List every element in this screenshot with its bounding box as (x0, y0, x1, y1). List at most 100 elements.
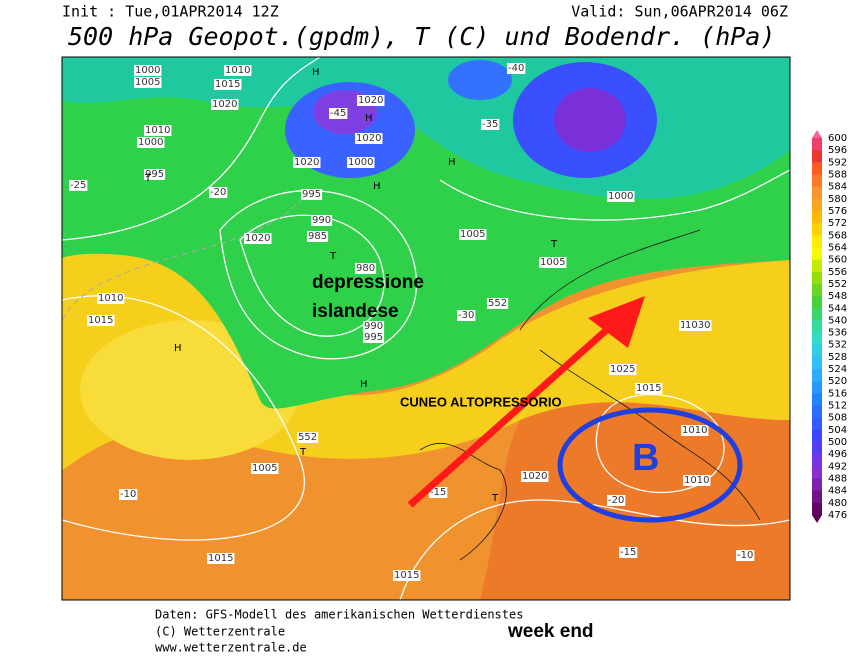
colorbar-label: 476 (828, 510, 847, 521)
colorbar-segment (812, 502, 822, 516)
label-bg (207, 553, 235, 564)
label-bg (521, 471, 549, 482)
annotation: islandese (312, 301, 399, 322)
colorbar-segment (812, 405, 822, 419)
colorbar-label: 520 (828, 376, 847, 387)
colorbar-label: 576 (828, 206, 847, 217)
colorbar-cap (812, 515, 822, 523)
colorbar-label: 500 (828, 437, 847, 448)
label-bg (224, 65, 252, 76)
label-bg (619, 547, 638, 558)
label-bg (429, 487, 448, 498)
colorbar-segment (812, 490, 822, 504)
isobar-label: 1015 (636, 383, 661, 394)
colorbar-label: 544 (828, 303, 847, 314)
label-bg (144, 125, 172, 136)
pressure-center: T (299, 447, 307, 458)
colorbar-segment (812, 308, 822, 321)
annotation: CUNEO ALTOPRESSORIO (400, 394, 562, 409)
isobar-label: 1020 (356, 133, 381, 144)
colorbar-label: 492 (828, 461, 847, 472)
isobar-label: 552 (298, 432, 317, 443)
label-bg (459, 229, 487, 240)
label-bg (137, 137, 165, 148)
isobar-label: -25 (70, 180, 86, 191)
isobar-label: -45 (330, 108, 346, 119)
label-bg (301, 189, 323, 200)
colorbar-label: 516 (828, 388, 847, 399)
isobar-label: 1025 (610, 364, 635, 375)
isobar-label: 995 (302, 189, 321, 200)
colorbar-segment (812, 150, 822, 163)
label-bg (87, 315, 115, 326)
colorbar: 6005965925885845805765725685645605565525… (812, 130, 847, 523)
isobar-label: 1000 (135, 65, 160, 76)
colorbar-segment (812, 186, 822, 200)
pressure-center: T (491, 493, 499, 504)
label-bg (457, 310, 476, 321)
colorbar-segment (812, 223, 822, 236)
annotation: depressione (312, 272, 424, 293)
colorbar-segment (812, 466, 822, 480)
isobar-label: 1020 (245, 233, 270, 244)
isobar-label: 1010 (684, 475, 709, 486)
isobar-label: -15 (620, 547, 636, 558)
annotation: B (632, 437, 659, 479)
colorbar-label: 496 (828, 449, 847, 460)
colorbar-segment (812, 356, 822, 370)
isobar-label: 1010 (145, 125, 170, 136)
map: 1000 1010 1005 1015 1020 H 1010 1000 995 T 1020 102… (62, 57, 790, 600)
label-bg (683, 475, 711, 486)
label-bg (97, 293, 125, 304)
colorbar-label: 504 (828, 425, 847, 436)
isobar-label: -30 (458, 310, 474, 321)
label-bg (214, 79, 242, 90)
isobar-label: 1000 (348, 157, 373, 168)
colorbar-label: 540 (828, 315, 847, 326)
label-bg (607, 495, 626, 506)
colorbar-segment (812, 393, 822, 407)
isobar-label: 1005 (460, 229, 485, 240)
pressure-center: H (373, 181, 381, 192)
colorbar-segment (812, 210, 822, 224)
isobar-label: 1020 (294, 157, 319, 168)
label-bg (347, 157, 375, 168)
isobar-label: 1010 (98, 293, 123, 304)
label-bg (607, 191, 635, 202)
isobar-label: 1005 (252, 463, 277, 474)
label-bg (134, 77, 162, 88)
isobar-label: 990 (364, 321, 383, 332)
label-bg (144, 169, 166, 180)
footer-url: www.wetterzentrale.de (155, 641, 307, 655)
label-bg (251, 463, 279, 474)
label-bg (635, 383, 663, 394)
pressure-center: H (174, 343, 182, 354)
isobar-label: 1015 (394, 570, 419, 581)
colorbar-segment (812, 478, 822, 492)
colorbar-segment (812, 247, 822, 261)
label-bg (736, 550, 755, 561)
colorbar-label: 600 (828, 133, 847, 144)
colorbar-label: 508 (828, 413, 847, 424)
colorbar-segment (812, 369, 822, 382)
label-bg (293, 157, 321, 168)
colorbar-label: 584 (828, 182, 847, 193)
colorbar-label: 560 (828, 255, 847, 266)
isobar-label: 995 (364, 332, 383, 343)
footer-note: week end (507, 621, 594, 642)
isobar-label: 1010 (682, 425, 707, 436)
label-bg (684, 320, 712, 331)
colorbar-label: 536 (828, 328, 847, 339)
isobar-label: 980 (356, 263, 375, 274)
isobar-label: -40 (508, 63, 524, 74)
colorbar-label: 488 (828, 474, 847, 485)
isobar-label: 1005 (540, 257, 565, 268)
colorbar-segment (812, 271, 822, 285)
label-bg (69, 180, 88, 191)
pressure-center: H (365, 113, 373, 124)
colorbar-segment (812, 198, 822, 212)
label-bg (355, 133, 383, 144)
colorbar-segment (812, 162, 822, 175)
label-bg (119, 489, 138, 500)
colorbar-label: 528 (828, 352, 847, 363)
